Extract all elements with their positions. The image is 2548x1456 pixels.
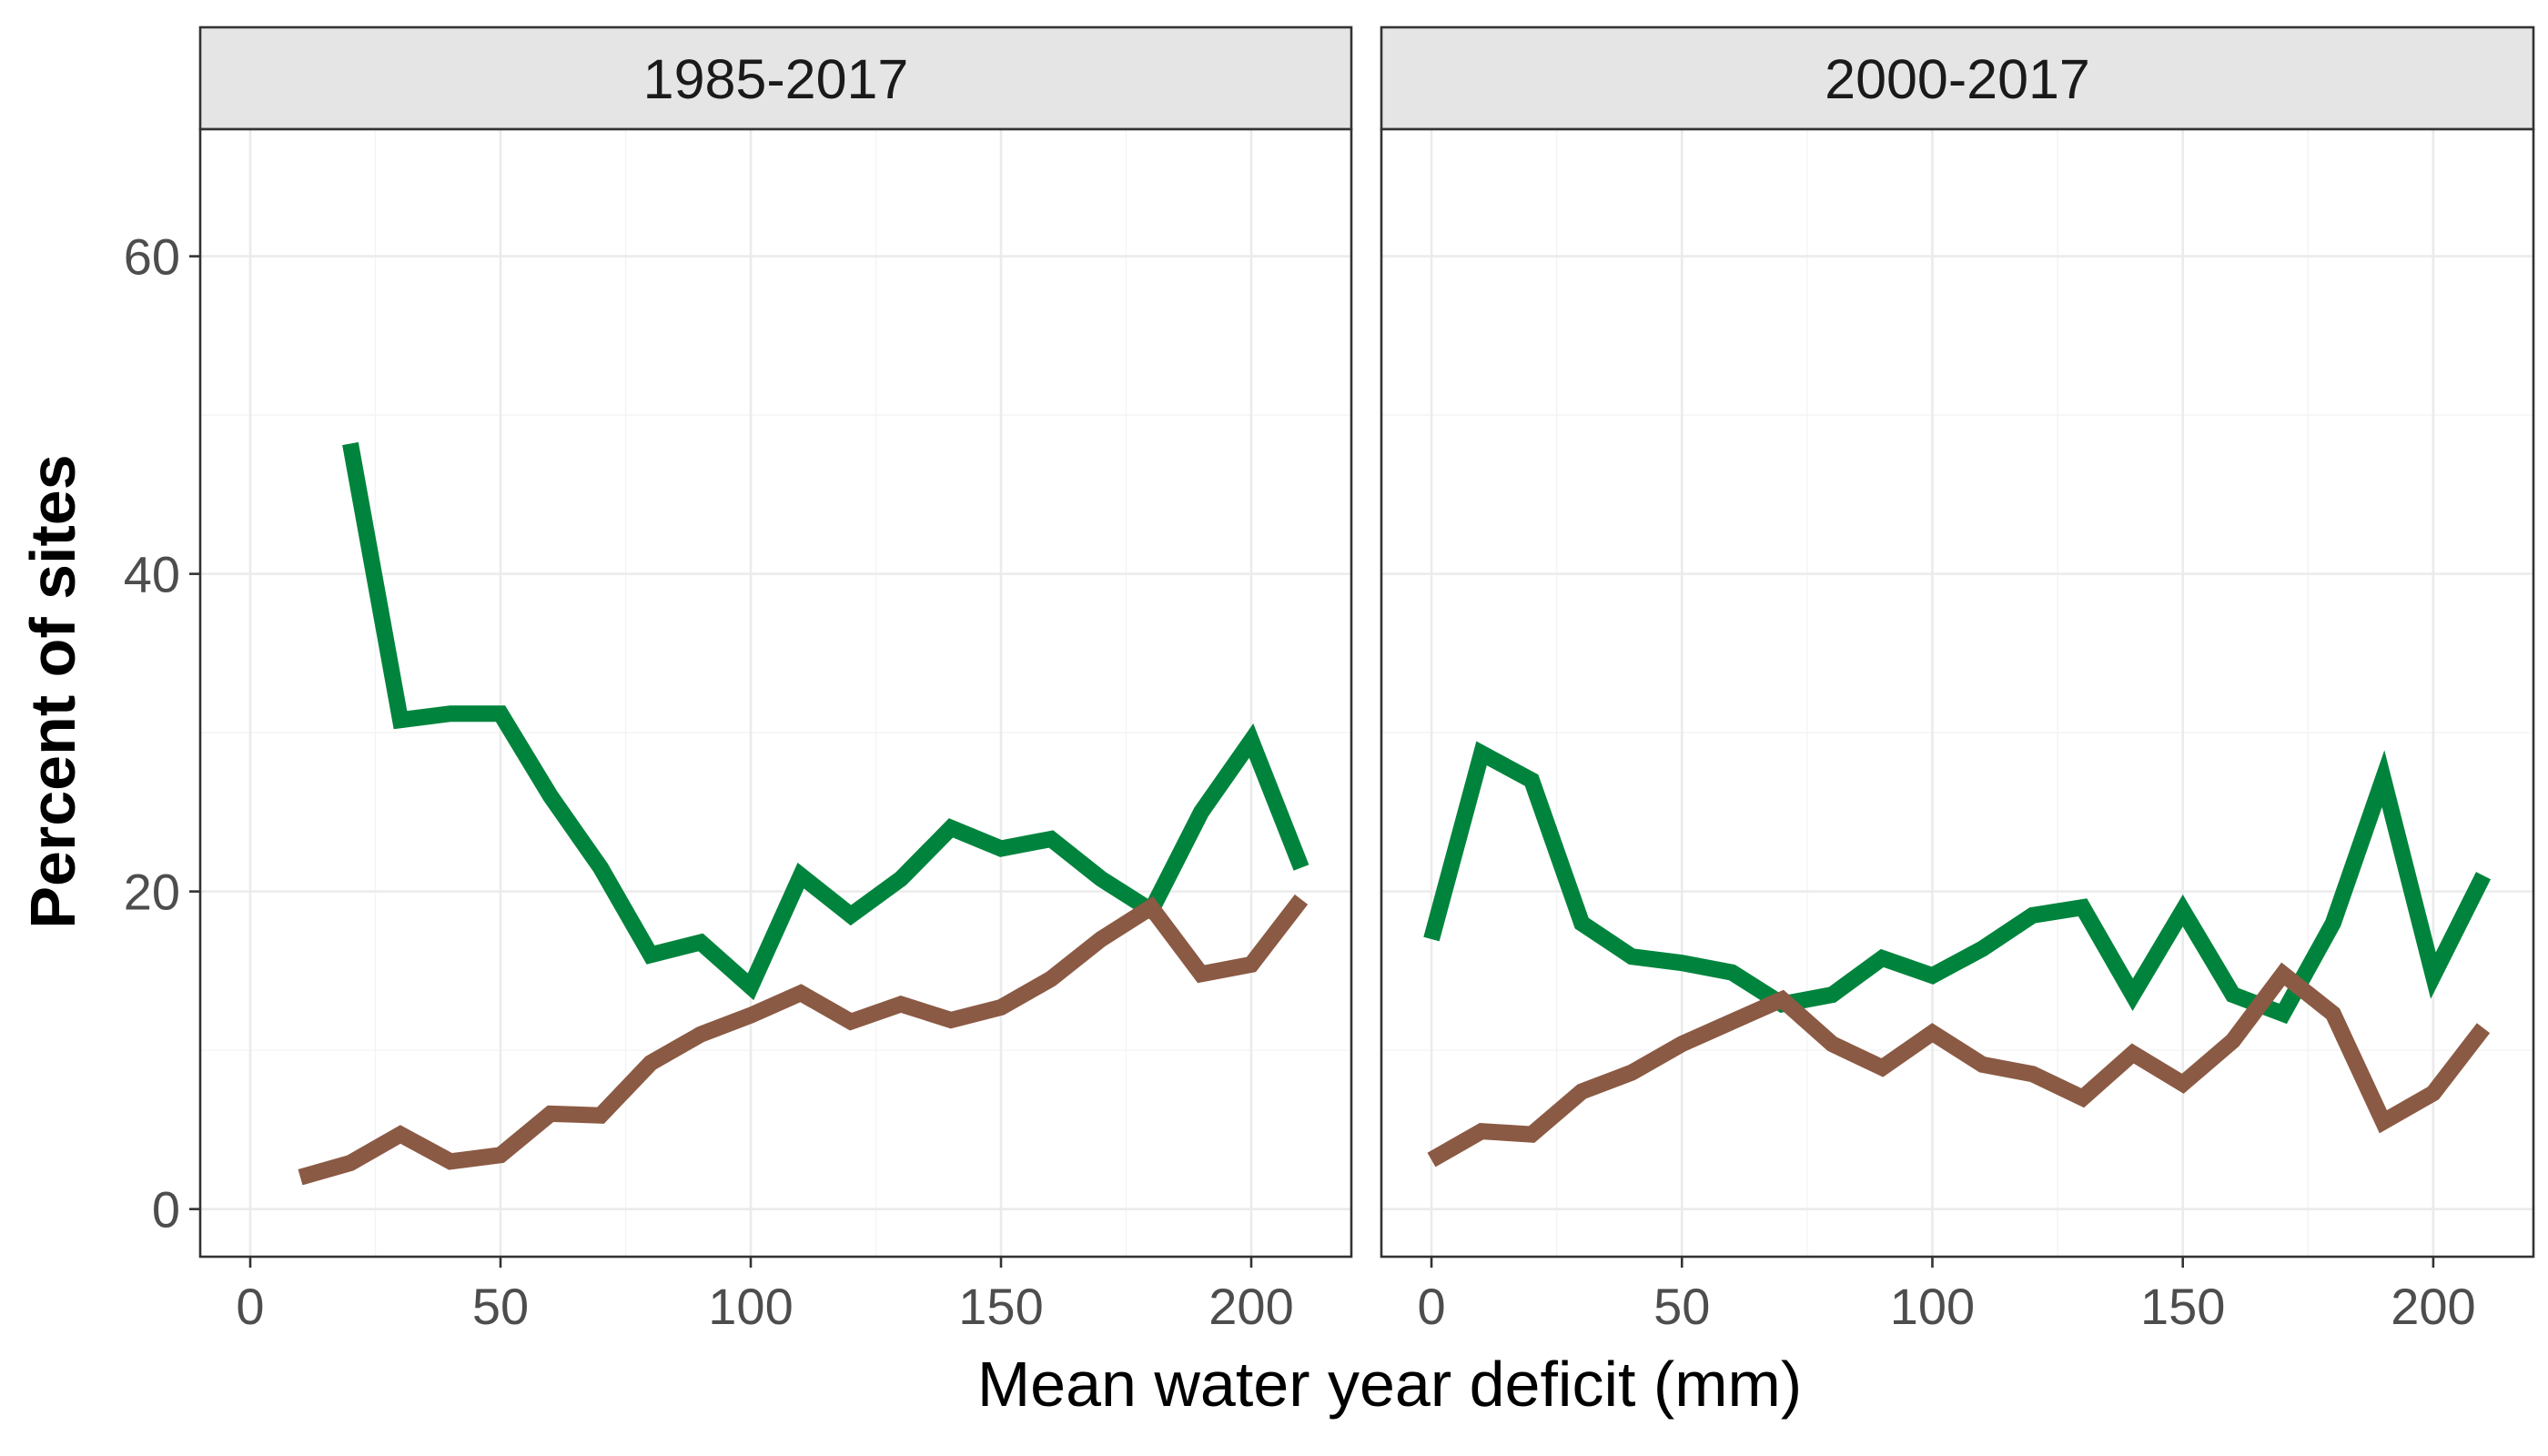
y-axis-title: Percent of sites xyxy=(17,454,88,928)
x-tick-label: 100 xyxy=(1890,1278,1975,1335)
y-tick-label: 40 xyxy=(124,546,180,603)
panel-border xyxy=(1380,127,2535,1259)
series-line-green xyxy=(1423,741,2492,1025)
strip-title: 2000-2017 xyxy=(1825,48,2090,110)
x-tick-label: 0 xyxy=(236,1278,264,1335)
y-tick-label: 60 xyxy=(124,228,180,286)
y-axis: 0 20 40 60 xyxy=(124,228,200,1239)
panel-1: 1985-2017 0 50 100 150 200 xyxy=(198,25,1353,1335)
x-axis-title: Mean water year deficit (mm) xyxy=(977,1349,1802,1420)
series-line-brown xyxy=(1427,962,2491,1168)
x-tick-label: 50 xyxy=(1653,1278,1710,1335)
y-tick-label: 20 xyxy=(124,864,180,921)
x-tick-label: 150 xyxy=(958,1278,1043,1335)
strip-header xyxy=(1380,25,2535,131)
x-tick-label: 200 xyxy=(1208,1278,1293,1335)
x-tick-label: 150 xyxy=(2140,1278,2225,1335)
strip-title: 1985-2017 xyxy=(643,48,909,110)
x-tick-label: 50 xyxy=(472,1278,529,1335)
panel-2: 2000-2017 0 50 100 150 200 xyxy=(1380,25,2535,1335)
panel-border xyxy=(198,127,1353,1259)
strip-header xyxy=(198,25,1353,131)
panel-background xyxy=(1381,129,2533,1257)
x-tick-label: 100 xyxy=(708,1278,793,1335)
x-tick-label: 0 xyxy=(1417,1278,1445,1335)
panel-background xyxy=(200,129,1351,1257)
x-tick-label: 200 xyxy=(2391,1278,2475,1335)
series-line-brown xyxy=(298,894,1309,1186)
y-tick-label: 0 xyxy=(152,1181,180,1239)
